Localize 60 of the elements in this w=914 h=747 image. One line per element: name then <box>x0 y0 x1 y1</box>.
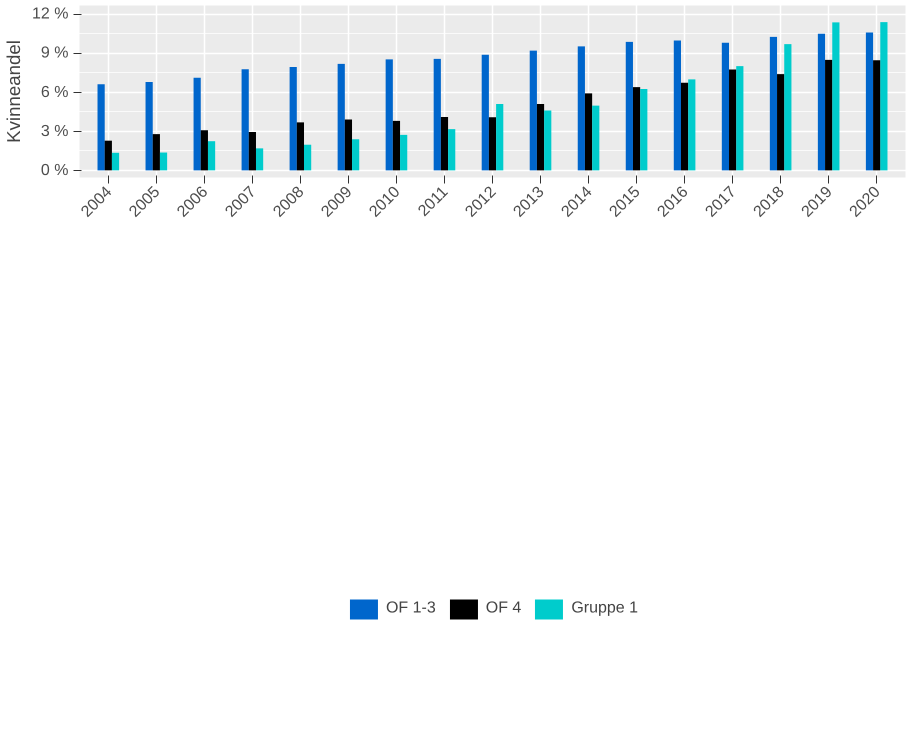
bar <box>530 50 537 170</box>
bar <box>770 36 778 170</box>
bar <box>873 60 880 170</box>
bar <box>200 130 208 170</box>
bar <box>296 122 304 170</box>
bar <box>736 66 744 170</box>
bar <box>98 84 105 170</box>
legend-label: OF 1-3 <box>386 600 436 618</box>
bar <box>208 141 216 170</box>
bar <box>488 117 496 170</box>
y-tick-label: 9 % <box>40 44 69 62</box>
bar <box>640 89 648 170</box>
bar <box>352 139 360 170</box>
bar <box>104 140 112 170</box>
bar <box>632 87 640 170</box>
bar <box>160 152 168 170</box>
bar <box>626 42 633 170</box>
bar <box>448 129 456 170</box>
bar <box>242 69 249 170</box>
bar <box>152 134 160 170</box>
bar <box>392 120 400 170</box>
bar <box>818 34 826 170</box>
bar <box>729 70 736 170</box>
bar <box>722 42 730 170</box>
bar <box>777 74 784 170</box>
y-tick-label: 3 % <box>40 122 69 140</box>
bar <box>304 144 312 170</box>
bar <box>344 119 352 170</box>
bar <box>386 59 393 170</box>
bar <box>688 79 696 170</box>
y-tick-label: 12 % <box>32 6 68 23</box>
bar <box>440 117 448 170</box>
bar <box>112 152 120 170</box>
bar <box>866 32 874 170</box>
y-tick-label: 6 % <box>40 84 69 101</box>
bar <box>536 104 544 170</box>
bar <box>578 46 585 170</box>
bar <box>584 93 592 170</box>
bar <box>674 40 681 170</box>
bar <box>784 44 792 170</box>
bar <box>880 22 888 170</box>
y-axis-title: Kvinneandel <box>3 40 24 143</box>
bar <box>338 64 345 170</box>
bar <box>496 104 504 170</box>
bar <box>248 132 256 170</box>
bar <box>832 22 840 170</box>
bar <box>400 134 408 170</box>
legend-label: OF 4 <box>486 600 522 618</box>
bar <box>256 148 264 170</box>
bar <box>680 82 688 170</box>
bar <box>544 110 552 170</box>
bar <box>592 106 600 170</box>
bar <box>434 58 441 170</box>
bar <box>825 60 832 170</box>
bar <box>290 67 297 170</box>
legend-label: Gruppe 1 <box>571 600 638 618</box>
bar <box>482 54 489 170</box>
bar <box>194 78 201 170</box>
bar <box>146 82 153 170</box>
y-tick-label: 0 % <box>40 162 69 179</box>
